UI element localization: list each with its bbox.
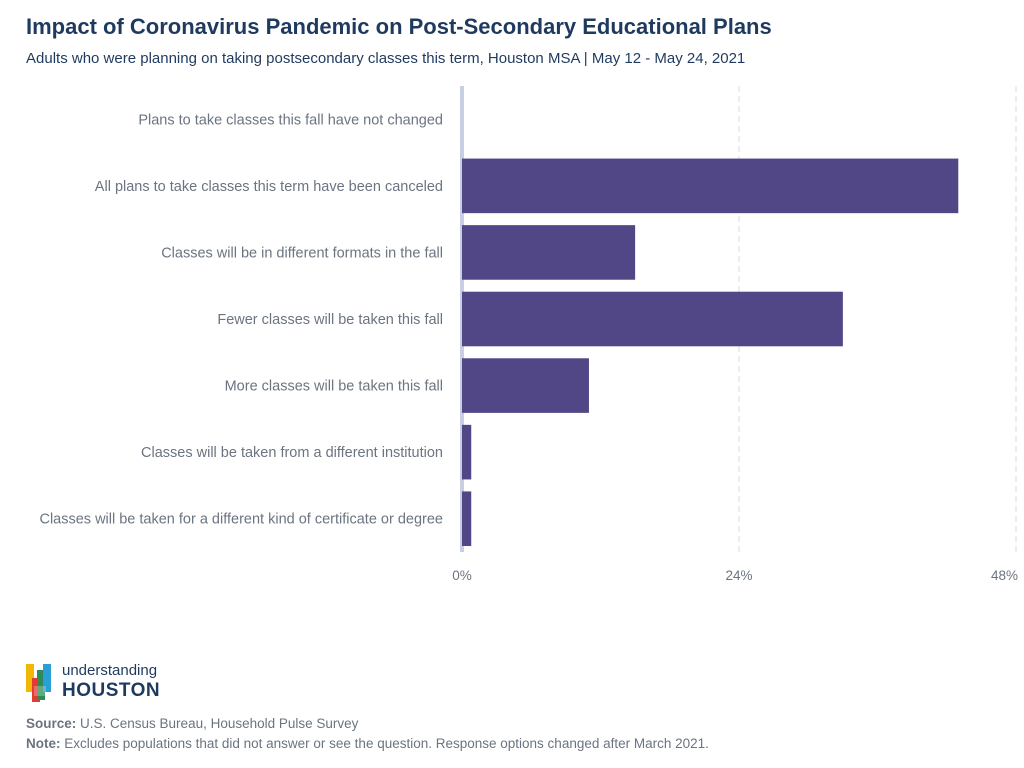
- bar: [462, 358, 589, 413]
- source-note: Source: U.S. Census Bureau, Household Pu…: [26, 716, 358, 731]
- footnote: Note: Excludes populations that did not …: [26, 736, 709, 751]
- x-axis-ticks: 0% 24% 48%: [452, 568, 1018, 583]
- category-label: More classes will be taken this fall: [225, 379, 443, 395]
- logo-text-understanding: understanding: [62, 662, 158, 679]
- note-text: Excludes populations that did not answer…: [60, 736, 709, 751]
- bar: [462, 158, 959, 214]
- x-tick-label: 24%: [725, 568, 752, 583]
- category-label: Classes will be taken from a different i…: [141, 445, 443, 461]
- x-tick-label: 0%: [452, 568, 472, 583]
- bar-chart: Plans to take classes this fall have not…: [39, 86, 1018, 583]
- bar: [462, 491, 472, 547]
- category-label: Fewer classes will be taken this fall: [217, 312, 443, 328]
- category-labels: Plans to take classes this fall have not…: [39, 112, 443, 527]
- understanding-houston-logo: understanding HOUSTON: [26, 660, 186, 704]
- bar: [462, 225, 636, 280]
- chart-title: Impact of Coronavirus Pandemic on Post-S…: [26, 14, 772, 39]
- source-label: Source:: [26, 716, 77, 731]
- category-label: All plans to take classes this term have…: [95, 179, 443, 195]
- note-label: Note:: [26, 736, 61, 751]
- source-text: U.S. Census Bureau, Household Pulse Surv…: [76, 716, 359, 731]
- chart-subtitle: Adults who were planning on taking posts…: [26, 50, 746, 67]
- logo-text-houston: HOUSTON: [62, 680, 161, 701]
- bar: [462, 424, 472, 480]
- bar: [462, 291, 843, 347]
- category-label: Classes will be in different formats in …: [161, 245, 443, 261]
- logo-mark-icon: [26, 664, 51, 702]
- x-tick-label: 48%: [991, 568, 1018, 583]
- category-label: Classes will be taken for a different ki…: [39, 512, 443, 528]
- category-label: Plans to take classes this fall have not…: [138, 112, 443, 128]
- bars: [462, 158, 959, 547]
